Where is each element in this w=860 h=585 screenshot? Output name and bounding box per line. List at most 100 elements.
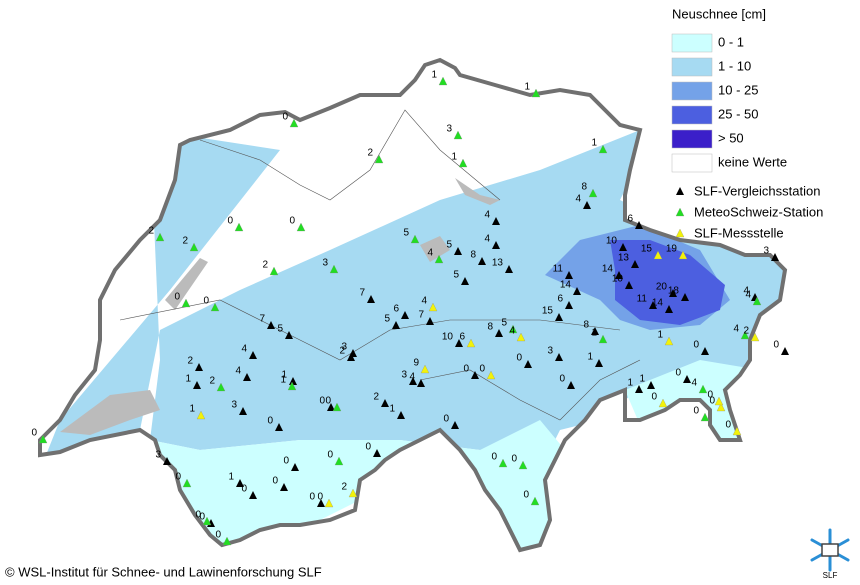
station-marker xyxy=(752,296,762,306)
station-marker xyxy=(324,498,334,508)
station-marker xyxy=(492,217,500,225)
legend-label: 25 - 50 xyxy=(718,106,758,121)
station-value: 14 xyxy=(652,298,664,309)
legend-label: MeteoSchweiz-Station xyxy=(694,204,823,219)
station-marker xyxy=(635,385,643,393)
station-value: 4 xyxy=(575,194,581,205)
legend-label: 1 - 10 xyxy=(718,58,751,73)
station-value: 3 xyxy=(322,258,328,269)
station-marker xyxy=(478,257,486,265)
station-marker xyxy=(678,250,688,260)
station-marker xyxy=(210,302,220,312)
station-value: 4 xyxy=(484,210,490,221)
station-marker xyxy=(516,332,526,342)
station-marker xyxy=(591,327,599,335)
station-marker xyxy=(698,384,708,394)
station-marker xyxy=(373,449,381,457)
station-marker xyxy=(397,411,405,419)
station-value: 19 xyxy=(666,244,678,255)
station-marker xyxy=(196,410,206,420)
station-value: 1 xyxy=(185,374,191,385)
station-value: 3 xyxy=(401,370,407,381)
station-value: 13 xyxy=(618,253,630,264)
station-value: 1 xyxy=(657,330,663,341)
station-value: 8 xyxy=(487,322,493,333)
station-value: 8 xyxy=(583,320,589,331)
station-marker xyxy=(631,260,639,268)
station-value: 0 xyxy=(241,484,247,495)
station-value: 5 xyxy=(403,228,409,239)
station-value: 5 xyxy=(453,270,459,281)
legend-marker xyxy=(676,187,684,195)
station-marker xyxy=(287,381,297,391)
legend-label: > 50 xyxy=(718,130,744,145)
station-value: 1 xyxy=(389,404,395,415)
station-marker xyxy=(434,254,444,264)
legend-label: keine Werte xyxy=(718,154,787,169)
station-marker xyxy=(163,457,171,465)
station-value: 0 xyxy=(309,492,315,503)
station-marker xyxy=(669,289,677,297)
station-value: 3 xyxy=(341,342,347,353)
station-value: 6 xyxy=(627,214,633,225)
station-marker xyxy=(374,154,384,164)
station-value: 1 xyxy=(524,82,530,93)
station-value: 1 xyxy=(627,378,633,389)
station-marker xyxy=(732,426,742,436)
station-value: 10 xyxy=(606,236,618,247)
station-value: 5 xyxy=(501,318,507,329)
station-value: 1 xyxy=(228,472,234,483)
station-marker xyxy=(451,421,459,429)
station-marker xyxy=(401,311,409,319)
logo-text: SLF xyxy=(823,571,838,580)
station-marker xyxy=(531,88,541,98)
station-marker xyxy=(716,402,726,412)
station-marker xyxy=(410,234,420,244)
station-marker xyxy=(426,317,434,325)
station-value: 7 xyxy=(359,288,365,299)
station-value: 2 xyxy=(182,236,188,247)
station-marker xyxy=(458,158,468,168)
station-value: 0 xyxy=(227,216,233,227)
station-marker xyxy=(291,463,299,471)
station-marker xyxy=(771,253,779,261)
station-marker xyxy=(740,330,750,340)
station-marker xyxy=(367,295,375,303)
station-value: 0 xyxy=(215,530,221,541)
station-value: 2 xyxy=(341,482,347,493)
station-marker xyxy=(555,353,563,361)
station-value: 0 xyxy=(365,442,371,453)
station-marker xyxy=(381,399,389,407)
station-marker xyxy=(595,359,603,367)
station-value: 0 xyxy=(725,420,731,431)
station-value: 7 xyxy=(418,310,424,321)
station-value: 4 xyxy=(235,366,241,377)
station-value: 2 xyxy=(209,376,215,387)
station-marker xyxy=(658,398,668,408)
station-marker xyxy=(334,456,344,466)
logo-cross xyxy=(821,543,839,557)
station-value: 2 xyxy=(339,346,345,357)
station-value: 6 xyxy=(459,332,465,343)
station-value: 9 xyxy=(413,358,419,369)
station-value: 1 xyxy=(431,70,437,81)
station-marker xyxy=(567,381,575,389)
station-marker xyxy=(714,396,724,406)
station-value: 0 xyxy=(267,416,273,427)
station-value: 10 xyxy=(442,332,454,343)
station-marker xyxy=(189,242,199,252)
station-marker xyxy=(216,382,226,392)
station-value: 6 xyxy=(557,294,563,305)
station-marker xyxy=(428,302,438,312)
station-value: 13 xyxy=(492,258,504,269)
station-value: 14 xyxy=(560,280,572,291)
legend-swatch xyxy=(671,129,713,149)
station-value: 3 xyxy=(446,124,452,135)
station-marker xyxy=(518,460,528,470)
station-value: 0 xyxy=(516,353,522,364)
station-value: 15 xyxy=(542,306,554,317)
station-marker xyxy=(249,351,257,359)
station-marker xyxy=(565,301,573,309)
station-marker xyxy=(285,331,293,339)
